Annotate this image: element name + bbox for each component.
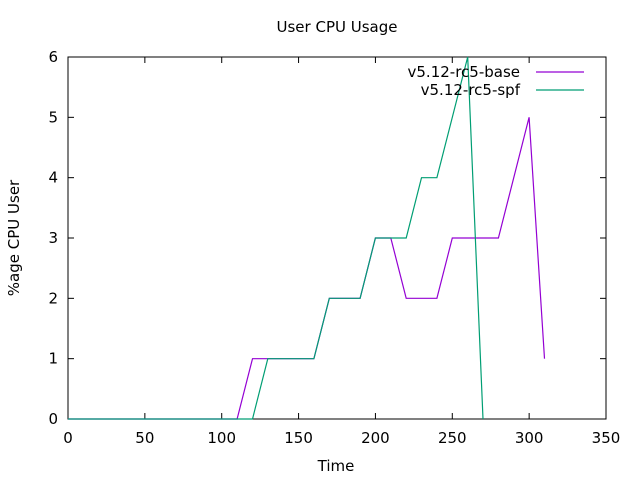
x-tick-label: 50: [135, 429, 154, 447]
x-tick-label: 300: [515, 429, 544, 447]
x-tick-label: 250: [438, 429, 467, 447]
y-tick-label: 6: [48, 48, 58, 66]
y-tick-label: 1: [48, 350, 58, 368]
x-tick-label: 350: [592, 429, 621, 447]
x-axis-label: Time: [317, 457, 355, 475]
y-tick-label: 0: [48, 410, 58, 428]
x-tick-label: 0: [63, 429, 73, 447]
series-line-1: [68, 56, 484, 420]
x-tick-label: 200: [361, 429, 390, 447]
y-tick-label: 5: [48, 108, 58, 126]
legend-label-1: v5.12-rc5-spf: [421, 81, 521, 99]
x-tick-label: 150: [284, 429, 313, 447]
y-tick-label: 4: [48, 169, 58, 187]
plot-border: [67, 56, 607, 420]
chart-title: User CPU Usage: [277, 18, 398, 36]
x-tick-label: 100: [207, 429, 236, 447]
y-tick-label: 3: [48, 229, 58, 247]
series-line-0: [68, 117, 546, 420]
y-tick-label: 2: [48, 289, 58, 307]
y-axis-label: %age CPU User: [5, 179, 23, 296]
legend-label-0: v5.12-rc5-base: [408, 63, 521, 81]
